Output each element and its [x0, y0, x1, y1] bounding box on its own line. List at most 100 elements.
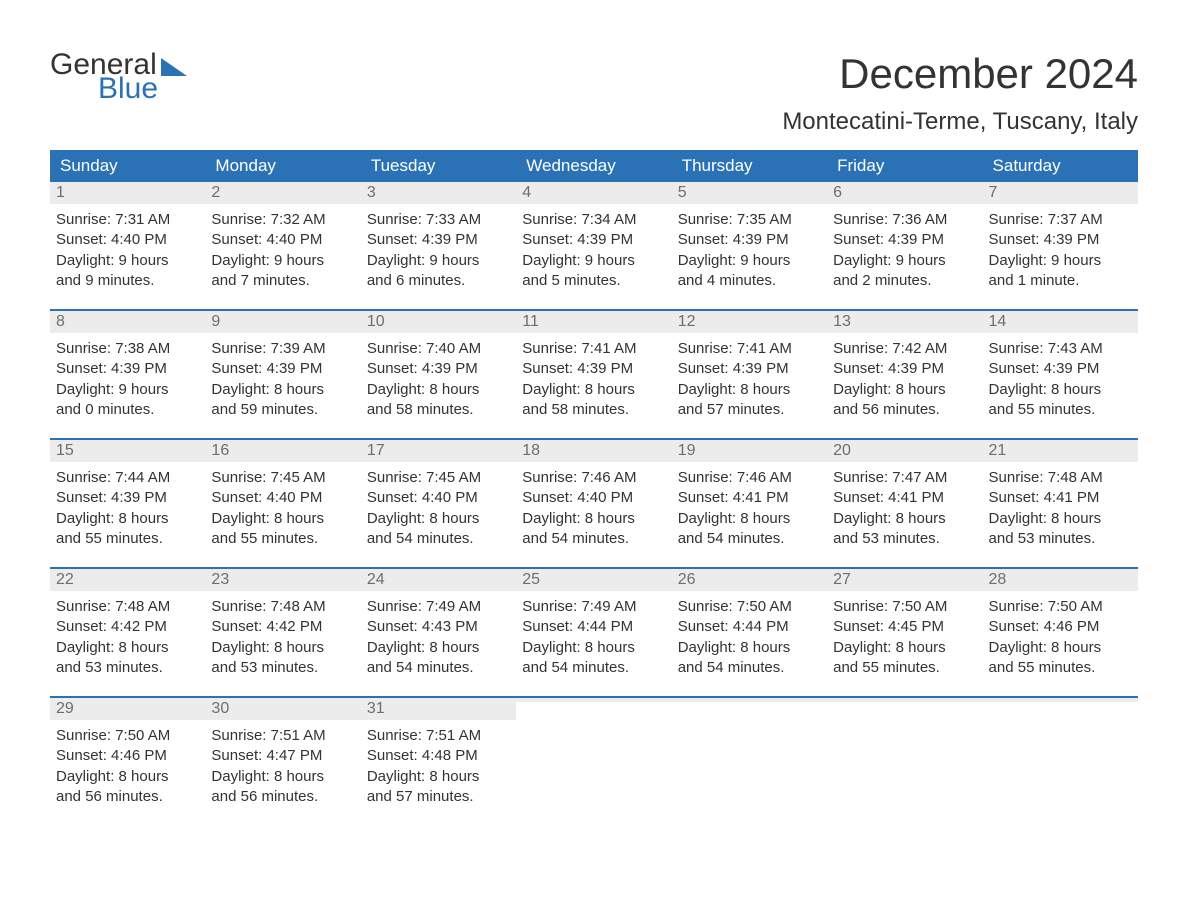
day-number: 1 — [50, 182, 205, 204]
day-number: 18 — [516, 440, 671, 462]
day-sunset: Sunset: 4:39 PM — [678, 359, 821, 379]
calendar-week: 1Sunrise: 7:31 AMSunset: 4:40 PMDaylight… — [50, 182, 1138, 310]
calendar-cell: 13Sunrise: 7:42 AMSunset: 4:39 PMDayligh… — [827, 311, 982, 439]
day-sunset: Sunset: 4:39 PM — [678, 230, 821, 250]
day-data: Sunrise: 7:42 AMSunset: 4:39 PMDaylight:… — [827, 333, 982, 424]
calendar-cell: 20Sunrise: 7:47 AMSunset: 4:41 PMDayligh… — [827, 440, 982, 568]
day-d2: and 58 minutes. — [522, 400, 665, 420]
day-number: 24 — [361, 569, 516, 591]
day-sunrise: Sunrise: 7:50 AM — [833, 597, 976, 617]
calendar-cell: 23Sunrise: 7:48 AMSunset: 4:42 PMDayligh… — [205, 569, 360, 697]
day-sunset: Sunset: 4:44 PM — [678, 617, 821, 637]
day-sunset: Sunset: 4:40 PM — [211, 230, 354, 250]
day-number: 25 — [516, 569, 671, 591]
day-d2: and 6 minutes. — [367, 271, 510, 291]
day-data: Sunrise: 7:46 AMSunset: 4:40 PMDaylight:… — [516, 462, 671, 553]
day-sunrise: Sunrise: 7:37 AM — [989, 210, 1132, 230]
day-header: Thursday — [672, 150, 827, 182]
calendar-cell: 14 Sunrise: 7:43 AMSunset: 4:39 PMDayligh… — [983, 311, 1138, 439]
page: General Blue December 2024 Montecatini-T… — [0, 0, 1188, 866]
day-number: 28 — [983, 569, 1138, 591]
day-data: Sunrise: 7:50 AMSunset: 4:46 PMDaylight:… — [983, 591, 1138, 682]
day-sunrise: Sunrise: 7:51 AM — [211, 726, 354, 746]
day-sunrise: Sunrise: 7:43 AM — [989, 339, 1132, 359]
day-header: Wednesday — [516, 150, 671, 182]
day-data: Sunrise: 7:41 AMSunset: 4:39 PMDaylight:… — [516, 333, 671, 424]
day-sunrise: Sunrise: 7:48 AM — [211, 597, 354, 617]
day-d2: and 7 minutes. — [211, 271, 354, 291]
day-sunset: Sunset: 4:39 PM — [367, 359, 510, 379]
day-d1: Daylight: 8 hours — [989, 380, 1132, 400]
day-d1: Daylight: 9 hours — [367, 251, 510, 271]
calendar-cell: 4Sunrise: 7:34 AMSunset: 4:39 PMDaylight… — [516, 182, 671, 310]
day-data: Sunrise: 7:36 AMSunset: 4:39 PMDaylight:… — [827, 204, 982, 295]
title-block: December 2024 Montecatini-Terme, Tuscany… — [782, 50, 1138, 136]
day-d2: and 54 minutes. — [522, 658, 665, 678]
day-d2: and 55 minutes. — [56, 529, 199, 549]
day-d1: Daylight: 8 hours — [833, 509, 976, 529]
day-header: Saturday — [983, 150, 1138, 182]
day-data: Sunrise: 7:51 AMSunset: 4:48 PMDaylight:… — [361, 720, 516, 811]
calendar-cell — [827, 698, 982, 826]
day-number: 5 — [672, 182, 827, 204]
day-sunset: Sunset: 4:42 PM — [56, 617, 199, 637]
day-d2: and 55 minutes. — [211, 529, 354, 549]
day-d2: and 53 minutes. — [56, 658, 199, 678]
day-d2: and 57 minutes. — [678, 400, 821, 420]
day-data: Sunrise: 7:45 AMSunset: 4:40 PMDaylight:… — [361, 462, 516, 553]
day-d2: and 55 minutes. — [989, 658, 1132, 678]
day-data: Sunrise: 7:45 AMSunset: 4:40 PMDaylight:… — [205, 462, 360, 553]
day-number: 11 — [516, 311, 671, 333]
day-number: 14 — [983, 311, 1138, 333]
day-data: Sunrise: 7:48 AMSunset: 4:42 PMDaylight:… — [205, 591, 360, 682]
day-number: 20 — [827, 440, 982, 462]
day-sunrise: Sunrise: 7:50 AM — [989, 597, 1132, 617]
day-sunset: Sunset: 4:44 PM — [522, 617, 665, 637]
day-data — [516, 702, 671, 762]
day-data: Sunrise: 7:33 AMSunset: 4:39 PMDaylight:… — [361, 204, 516, 295]
day-sunrise: Sunrise: 7:47 AM — [833, 468, 976, 488]
day-number: 31 — [361, 698, 516, 720]
day-sunset: Sunset: 4:46 PM — [56, 746, 199, 766]
day-sunset: Sunset: 4:40 PM — [211, 488, 354, 508]
day-data: Sunrise: 7:46 AMSunset: 4:41 PMDaylight:… — [672, 462, 827, 553]
day-sunset: Sunset: 4:39 PM — [56, 359, 199, 379]
day-sunrise: Sunrise: 7:50 AM — [56, 726, 199, 746]
calendar-week: 15Sunrise: 7:44 AMSunset: 4:39 PMDayligh… — [50, 440, 1138, 568]
day-d1: Daylight: 8 hours — [678, 509, 821, 529]
day-number: 4 — [516, 182, 671, 204]
day-d2: and 53 minutes. — [833, 529, 976, 549]
day-number: 30 — [205, 698, 360, 720]
day-header: Monday — [205, 150, 360, 182]
day-sunset: Sunset: 4:41 PM — [678, 488, 821, 508]
day-d2: and 56 minutes. — [833, 400, 976, 420]
day-data: Sunrise: 7:49 AMSunset: 4:44 PMDaylight:… — [516, 591, 671, 682]
day-d1: Daylight: 9 hours — [56, 251, 199, 271]
day-sunset: Sunset: 4:39 PM — [989, 359, 1132, 379]
day-sunset: Sunset: 4:39 PM — [211, 359, 354, 379]
calendar-table: Sunday Monday Tuesday Wednesday Thursday… — [50, 150, 1138, 826]
calendar-cell: 9Sunrise: 7:39 AMSunset: 4:39 PMDaylight… — [205, 311, 360, 439]
day-sunrise: Sunrise: 7:36 AM — [833, 210, 976, 230]
day-d2: and 5 minutes. — [522, 271, 665, 291]
day-header: Friday — [827, 150, 982, 182]
day-number: 6 — [827, 182, 982, 204]
day-d1: Daylight: 9 hours — [678, 251, 821, 271]
calendar-cell: 7Sunrise: 7:37 AMSunset: 4:39 PMDaylight… — [983, 182, 1138, 310]
day-header: Sunday — [50, 150, 205, 182]
calendar-cell: 28Sunrise: 7:50 AMSunset: 4:46 PMDayligh… — [983, 569, 1138, 697]
day-number: 7 — [983, 182, 1138, 204]
day-number: 27 — [827, 569, 982, 591]
day-sunset: Sunset: 4:39 PM — [522, 359, 665, 379]
day-d2: and 9 minutes. — [56, 271, 199, 291]
day-number: 29 — [50, 698, 205, 720]
day-sunset: Sunset: 4:39 PM — [367, 230, 510, 250]
calendar-cell: 2Sunrise: 7:32 AMSunset: 4:40 PMDaylight… — [205, 182, 360, 310]
day-d1: Daylight: 8 hours — [211, 767, 354, 787]
calendar-cell: 26Sunrise: 7:50 AMSunset: 4:44 PMDayligh… — [672, 569, 827, 697]
day-d1: Daylight: 8 hours — [678, 380, 821, 400]
day-d1: Daylight: 8 hours — [367, 380, 510, 400]
day-d2: and 2 minutes. — [833, 271, 976, 291]
day-sunrise: Sunrise: 7:39 AM — [211, 339, 354, 359]
day-data: Sunrise: 7:37 AMSunset: 4:39 PMDaylight:… — [983, 204, 1138, 295]
